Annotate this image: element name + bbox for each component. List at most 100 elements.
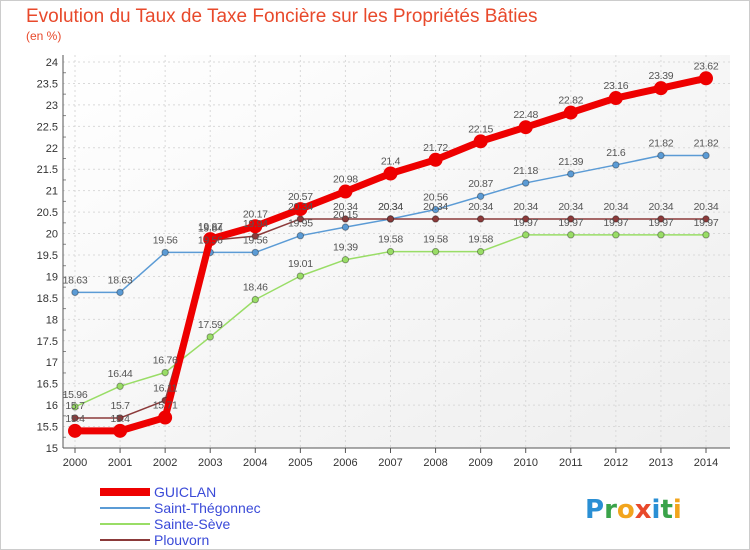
data-point-saint-thegonnec <box>71 288 79 297</box>
data-label-sainte-seve: 19.58 <box>423 234 448 246</box>
data-point-plouvorn <box>567 215 575 223</box>
data-label-saint-thegonnec: 21.82 <box>694 137 719 149</box>
x-tick-label: 2014 <box>694 457 718 469</box>
data-point-saint-thegonnec <box>251 248 259 257</box>
data-label-saint-thegonnec: 18.63 <box>63 274 88 286</box>
data-point-saint-thegonnec <box>702 151 710 160</box>
data-point-guiclan <box>338 184 353 199</box>
y-tick-label: 17.5 <box>37 336 58 348</box>
x-tick-label: 2011 <box>559 457 583 469</box>
logo-letter: t <box>660 495 672 525</box>
data-label-saint-thegonnec: 21.39 <box>558 156 583 168</box>
data-point-guiclan <box>203 232 218 247</box>
data-label-guiclan: 22.48 <box>513 109 538 121</box>
data-label-sainte-seve: 17.59 <box>198 319 223 331</box>
data-point-plouvorn <box>341 215 350 223</box>
data-label-saint-thegonnec: 19.56 <box>153 234 178 246</box>
data-label-guiclan: 20.57 <box>288 191 313 203</box>
data-label-guiclan: 20.98 <box>333 174 358 186</box>
logo-letter: r <box>604 495 617 525</box>
data-label-saint-thegonnec: 19.56 <box>243 234 268 246</box>
data-point-saint-thegonnec <box>567 170 575 178</box>
proxiti-logo: Proxiti <box>585 495 682 525</box>
data-label-guiclan: 15.4 <box>65 413 85 425</box>
data-point-guiclan <box>608 91 623 106</box>
data-point-sainte-seve <box>341 256 350 264</box>
data-label-sainte-seve: 19.97 <box>694 217 719 229</box>
grid-lines <box>63 55 730 449</box>
y-tick-label: 19.5 <box>37 250 58 262</box>
legend-label-sainte-seve: Sainte-Sève <box>154 516 230 532</box>
y-tick-label: 18.5 <box>37 293 58 305</box>
x-tick-label: 2006 <box>333 457 357 469</box>
data-point-guiclan <box>158 410 173 425</box>
data-label-sainte-seve: 19.97 <box>649 217 674 229</box>
y-tick-label: 20 <box>46 229 58 241</box>
data-label-plouvorn: 15.7 <box>110 400 130 412</box>
data-label-plouvorn: 20.34 <box>288 201 313 213</box>
chart-title: Evolution du Taux de Taxe Foncière sur l… <box>26 6 538 27</box>
data-point-guiclan <box>653 81 668 96</box>
data-label-plouvorn: 20.34 <box>649 201 674 213</box>
x-tick-label: 2005 <box>288 457 312 469</box>
data-label-guiclan: 23.62 <box>694 60 719 72</box>
y-tick-label: 21.5 <box>37 164 58 176</box>
data-label-saint-thegonnec: 20.34 <box>378 201 403 213</box>
data-point-sainte-seve <box>161 368 169 377</box>
data-point-sainte-seve <box>116 382 124 390</box>
data-label-saint-thegonnec: 20.56 <box>423 192 448 204</box>
data-point-saint-thegonnec <box>612 161 620 169</box>
data-label-saint-thegonnec: 19.56 <box>198 234 223 246</box>
logo-letter: i <box>652 495 661 525</box>
data-point-guiclan <box>563 105 578 120</box>
data-point-plouvorn <box>386 215 395 223</box>
data-point-saint-thegonnec <box>522 179 530 187</box>
data-point-sainte-seve <box>296 272 305 280</box>
data-label-sainte-seve: 16.44 <box>108 368 133 380</box>
x-tick-label: 2003 <box>198 457 222 469</box>
data-point-saint-thegonnec <box>476 192 485 200</box>
x-tick-label: 2013 <box>649 457 673 469</box>
data-point-saint-thegonnec <box>657 151 665 160</box>
data-label-plouvorn: 19.84 <box>198 222 223 234</box>
data-label-saint-thegonnec: 19.95 <box>288 218 313 230</box>
y-tick-label: 22.5 <box>37 121 58 133</box>
data-point-saint-thegonnec <box>431 205 440 214</box>
data-label-saint-thegonnec: 20.87 <box>468 178 493 190</box>
y-tick-label: 22 <box>46 143 58 155</box>
y-tick-label: 21 <box>46 186 58 198</box>
x-tick-label: 2001 <box>108 457 132 469</box>
data-label-sainte-seve: 19.01 <box>288 258 313 270</box>
data-point-guiclan <box>293 202 308 217</box>
x-tick-label: 2012 <box>604 457 628 469</box>
data-label-guiclan: 20.17 <box>243 208 268 220</box>
data-label-guiclan: 23.16 <box>603 80 628 92</box>
data-point-guiclan <box>428 152 443 167</box>
data-label-plouvorn: 20.34 <box>558 201 583 213</box>
data-label-plouvorn: 19.94 <box>243 218 268 230</box>
data-point-guiclan <box>248 219 263 234</box>
data-label-guiclan: 22.82 <box>558 95 583 107</box>
data-label-sainte-seve: 19.58 <box>378 234 403 246</box>
x-tick-label: 2002 <box>153 457 177 469</box>
data-point-plouvorn <box>71 414 79 422</box>
data-label-plouvorn: 20.34 <box>333 201 358 213</box>
legend: GUICLANSaint-ThégonnecSainte-SèvePlouvor… <box>100 484 261 548</box>
data-point-saint-thegonnec <box>161 248 169 257</box>
data-point-guiclan <box>699 71 713 86</box>
data-label-saint-thegonnec: 20.15 <box>333 209 358 221</box>
data-point-sainte-seve <box>567 231 575 239</box>
y-tick-label: 19 <box>46 271 58 283</box>
data-label-sainte-seve: 19.97 <box>558 217 583 229</box>
chart-unit: (en %) <box>26 29 61 43</box>
y-tick-label: 15 <box>46 443 58 455</box>
logo-letter: P <box>585 495 604 525</box>
data-label-saint-thegonnec: 21.18 <box>513 165 538 177</box>
data-label-sainte-seve: 19.97 <box>513 217 538 229</box>
data-point-sainte-seve <box>522 231 530 239</box>
data-label-plouvorn: 20.34 <box>468 201 493 213</box>
data-point-plouvorn <box>702 215 710 223</box>
y-tick-label: 16 <box>46 400 58 412</box>
data-point-sainte-seve <box>251 295 259 304</box>
